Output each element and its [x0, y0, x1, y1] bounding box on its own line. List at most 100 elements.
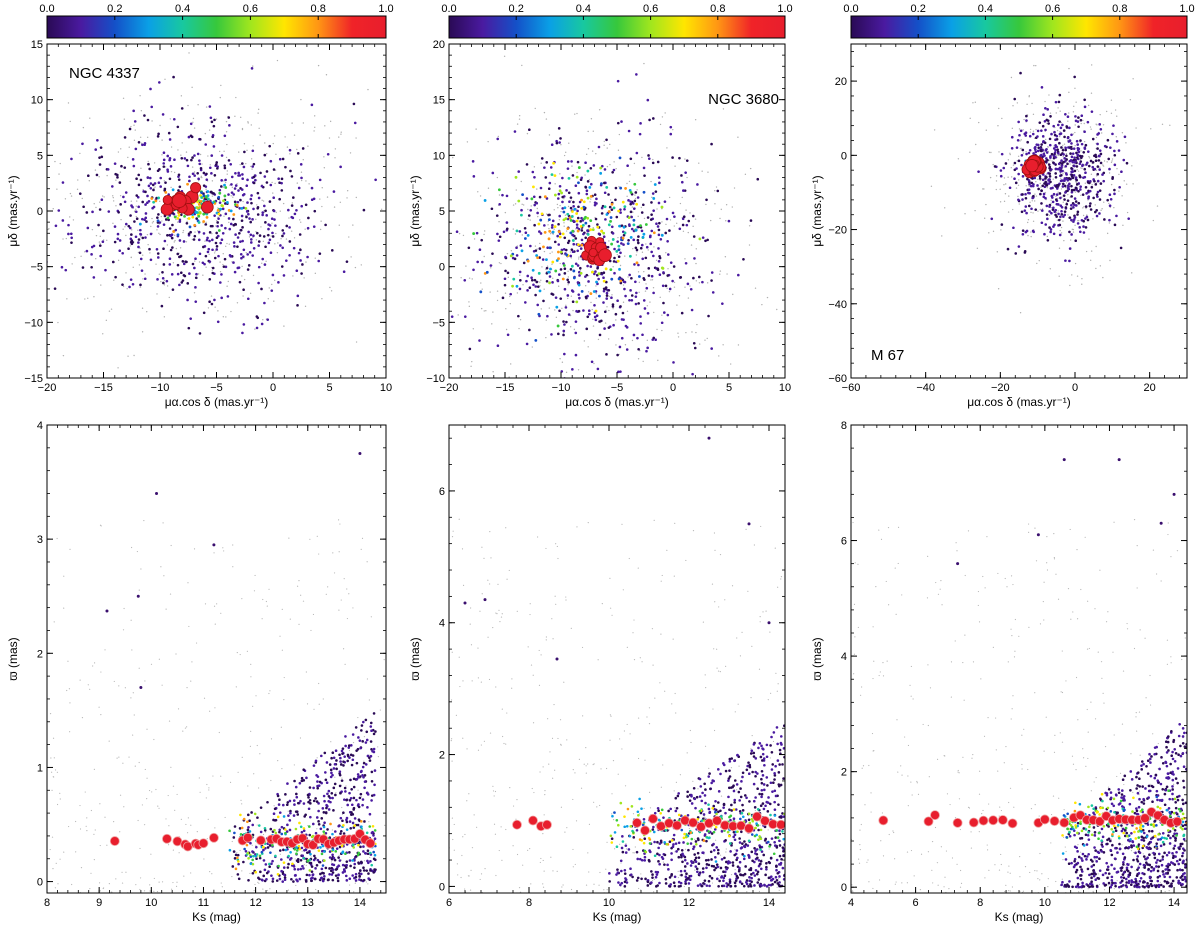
mid-prob-star [523, 237, 527, 240]
field-star [131, 282, 135, 286]
mid-prob-star [627, 216, 631, 219]
field-star [742, 257, 745, 261]
field-star-gray [1022, 152, 1025, 154]
field-star [630, 298, 634, 302]
field-star [1073, 164, 1076, 168]
field-star-gray [334, 776, 336, 778]
field-star [144, 236, 147, 239]
field-star [269, 159, 273, 163]
field-star [1079, 185, 1082, 188]
field-star-gray [516, 292, 519, 294]
field-star-gray [689, 212, 691, 214]
field-star-gray [617, 236, 619, 239]
field-star [189, 230, 192, 234]
field-star-gray [1009, 152, 1011, 154]
field-star [324, 223, 327, 227]
field-star-gray [553, 228, 555, 230]
field-star [1042, 192, 1046, 196]
field-star-gray [198, 233, 200, 235]
field-star [151, 183, 155, 187]
field-star-gray [737, 136, 739, 138]
field-star-gray [348, 749, 351, 752]
field-star-gray [113, 820, 115, 823]
field-star-gray [318, 682, 320, 685]
field-star [296, 858, 300, 861]
field-star [186, 298, 189, 302]
field-star [1055, 215, 1058, 218]
field-star-gray [653, 311, 655, 314]
field-star [1040, 202, 1043, 205]
field-star-gray [94, 829, 96, 831]
mid-prob-star [220, 204, 224, 207]
field-star-gray [518, 327, 520, 330]
field-star-gray [108, 310, 111, 312]
field-star [1023, 250, 1027, 253]
field-star-gray [187, 104, 189, 107]
field-star [517, 170, 521, 173]
field-star-gray [1030, 211, 1032, 214]
field-star [737, 273, 740, 277]
field-star-gray [173, 171, 176, 174]
field-star [364, 763, 368, 766]
field-star [159, 185, 162, 188]
field-star [230, 175, 234, 179]
field-star-gray [503, 55, 506, 57]
mid-prob-star [580, 198, 583, 202]
field-star-gray [62, 354, 65, 357]
field-star-gray [207, 307, 210, 309]
field-star-gray [1033, 200, 1036, 202]
field-star-gray [257, 881, 259, 883]
field-star [292, 196, 295, 199]
field-star [234, 233, 237, 236]
mid-prob-star [577, 181, 580, 185]
field-star [26, 223, 29, 226]
field-star-gray [555, 316, 558, 319]
field-star-gray [296, 585, 299, 587]
field-star [619, 211, 622, 214]
field-star [141, 236, 145, 240]
mid-prob-star [556, 250, 560, 254]
field-star [626, 164, 629, 168]
field-star [1043, 185, 1047, 189]
y-tick-label: 0 [841, 150, 847, 162]
field-star-gray [90, 809, 92, 812]
y-tick-label: 10 [31, 95, 43, 107]
field-star-gray [277, 760, 279, 762]
field-star-gray [64, 472, 65, 473]
field-star-gray [1007, 211, 1010, 213]
colorbar-tick-label: 0.4 [175, 3, 190, 15]
field-star [134, 210, 138, 214]
field-star [349, 744, 353, 747]
field-star [696, 183, 699, 186]
field-star-gray [990, 151, 992, 154]
field-star [1039, 149, 1043, 152]
field-star [563, 287, 567, 291]
field-star-gray [603, 140, 606, 143]
field-star [213, 118, 216, 122]
field-star [574, 353, 578, 357]
field-star [652, 291, 655, 295]
field-star [645, 349, 648, 353]
field-star [632, 238, 636, 242]
mid-prob-star [589, 195, 593, 198]
field-star [557, 192, 561, 196]
field-star-gray [316, 535, 318, 537]
field-star [269, 183, 273, 187]
field-star-gray [325, 74, 328, 76]
field-star [1059, 215, 1062, 219]
mid-prob-star [629, 191, 633, 194]
field-star-gray [264, 831, 267, 833]
field-star-gray [289, 618, 291, 620]
field-star [657, 233, 661, 237]
field-star [198, 332, 202, 335]
field-star-gray [223, 215, 225, 217]
field-star-gray [81, 197, 83, 200]
field-star-gray [99, 243, 101, 245]
field-star [1058, 223, 1062, 227]
field-star-gray [661, 329, 663, 332]
field-star-gray [379, 709, 381, 711]
field-star [1084, 143, 1088, 147]
member-star [160, 203, 174, 216]
field-star [562, 333, 565, 337]
